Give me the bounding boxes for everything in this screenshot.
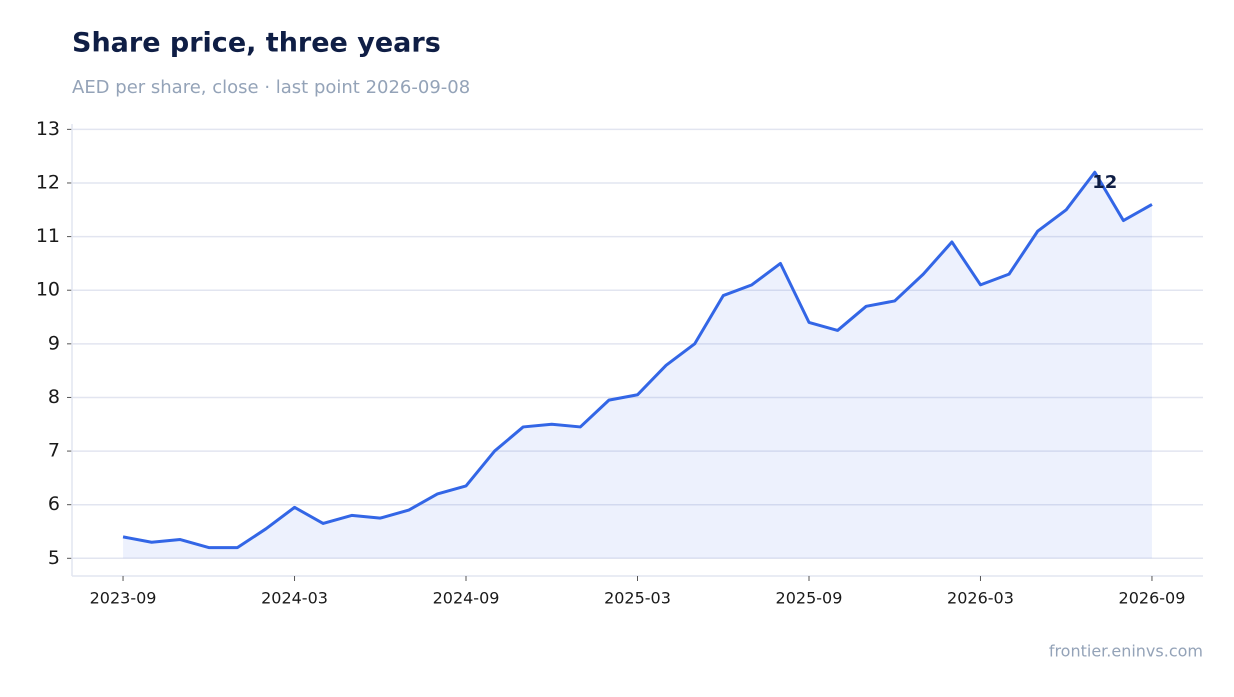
x-tick-label: 2026-03 [947, 589, 1014, 608]
x-tick-label: 2026-09 [1119, 589, 1186, 608]
x-tick-label: 2024-03 [261, 589, 328, 608]
x-tick-label: 2024-09 [433, 589, 500, 608]
y-tick-label: 12 [36, 171, 60, 193]
y-tick-label: 10 [36, 279, 60, 301]
y-tick-label: 11 [36, 225, 60, 247]
y-tick-label: 13 [36, 118, 60, 140]
y-tick-label: 7 [48, 440, 60, 462]
y-tick-label: 8 [48, 386, 60, 408]
annotation: 12 [1092, 172, 1117, 193]
y-tick-label: 5 [48, 547, 60, 569]
area [123, 172, 1152, 559]
source: frontier.eninvs.com [1049, 642, 1203, 661]
x-tick-label: 2025-09 [776, 589, 843, 608]
chart-subtitle: AED per share, close · last point 2026-0… [72, 77, 470, 98]
x-tick-label: 2025-03 [604, 589, 671, 608]
chart-title: Share price, three years [72, 28, 441, 59]
y-tick-label: 9 [48, 332, 60, 354]
line [122, 170, 1153, 550]
x-tick-label: 2023-09 [90, 589, 157, 608]
y-tick-label: 6 [48, 493, 60, 515]
